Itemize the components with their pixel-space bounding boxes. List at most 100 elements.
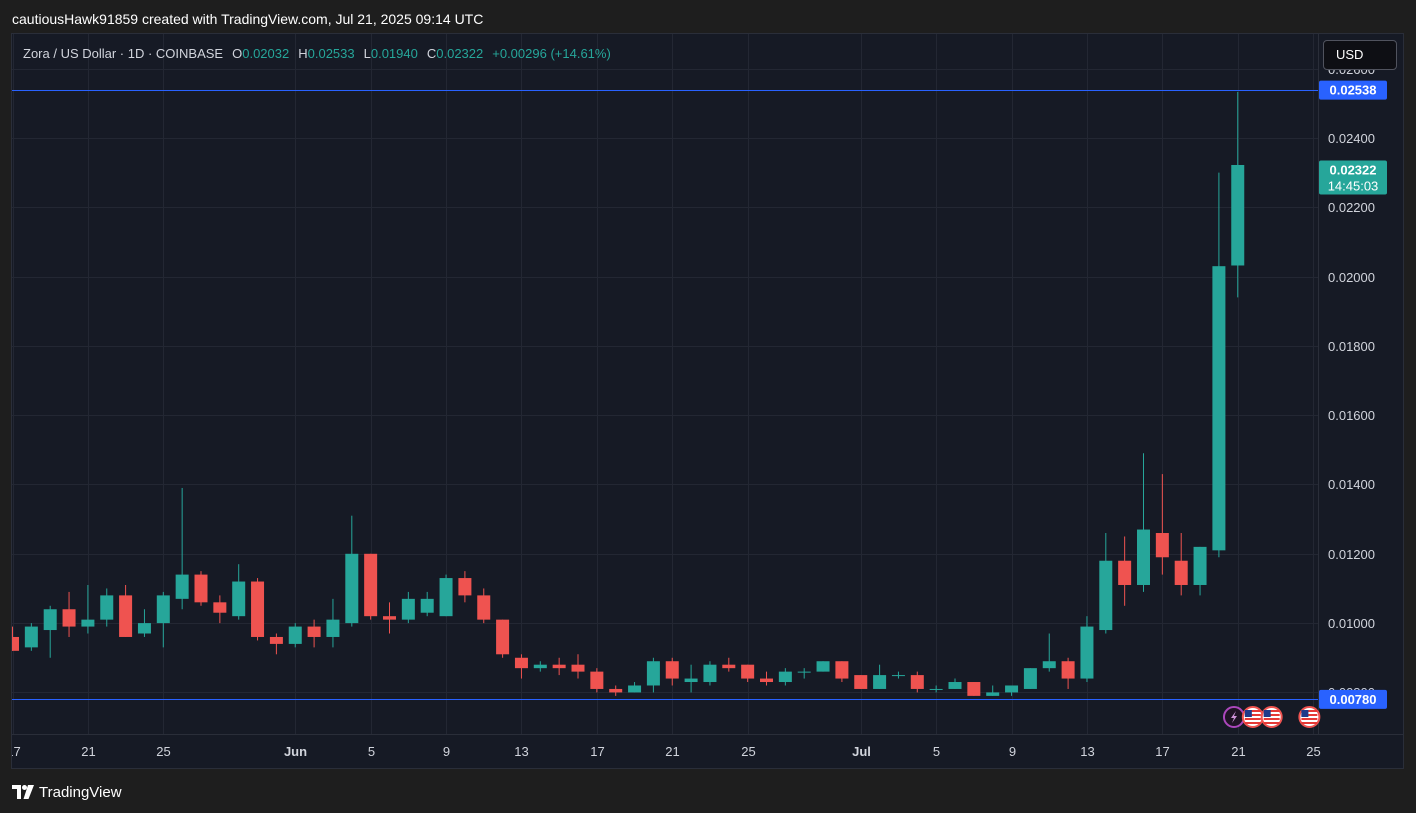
price-tick-label: 0.01800 bbox=[1328, 339, 1375, 354]
candlestick-chart[interactable]: 0.026000.024000.022000.020000.018000.016… bbox=[12, 34, 1403, 768]
candle-body bbox=[891, 675, 905, 677]
candle-body bbox=[835, 661, 849, 679]
candle-body bbox=[439, 578, 453, 617]
candle bbox=[62, 591, 76, 637]
candle-body bbox=[24, 626, 38, 648]
candle bbox=[873, 664, 887, 689]
candle-body bbox=[307, 626, 321, 637]
candle bbox=[1212, 172, 1226, 558]
currency-button[interactable]: USD bbox=[1323, 40, 1397, 70]
candle-body bbox=[496, 619, 510, 655]
flag-canton bbox=[1244, 710, 1252, 717]
candle bbox=[156, 591, 170, 648]
time-tick-label: 17 bbox=[1155, 744, 1169, 759]
us-flag-event-icon[interactable] bbox=[1260, 706, 1283, 728]
candle bbox=[1005, 685, 1019, 696]
us-flag-event-icon[interactable] bbox=[1298, 706, 1321, 728]
tradingview-logo[interactable]: TradingView bbox=[12, 783, 122, 801]
candle-body bbox=[1174, 560, 1188, 585]
candle bbox=[514, 654, 528, 679]
axes: 0.026000.024000.022000.020000.018000.016… bbox=[12, 34, 1403, 759]
candle bbox=[288, 623, 302, 648]
flag-stripe bbox=[1244, 710, 1261, 712]
open-key: O bbox=[232, 46, 243, 61]
candle bbox=[12, 626, 19, 651]
candle bbox=[760, 671, 773, 686]
candle bbox=[628, 682, 642, 693]
candle-body bbox=[628, 685, 642, 693]
candle-body bbox=[383, 616, 396, 620]
candle bbox=[420, 591, 434, 617]
time-tick-label: 9 bbox=[443, 744, 450, 759]
candle-body bbox=[929, 688, 943, 690]
candle-body bbox=[1155, 533, 1169, 558]
candle-body bbox=[854, 675, 868, 689]
time-tick-label: 17 bbox=[12, 744, 21, 759]
event-markers[interactable] bbox=[1222, 706, 1321, 728]
candle-body bbox=[609, 688, 623, 693]
time-tick-label: Jul bbox=[852, 744, 871, 759]
candle bbox=[137, 609, 151, 637]
flag-stripe bbox=[1301, 714, 1318, 716]
candle bbox=[590, 668, 604, 693]
ohlc-legend: Zora / US Dollar · 1D · COINBASE O0.02032… bbox=[23, 46, 611, 61]
candles bbox=[12, 91, 1245, 696]
time-tick-label: 21 bbox=[81, 744, 95, 759]
time-tick-label: 25 bbox=[1306, 744, 1320, 759]
candle-body bbox=[816, 661, 830, 672]
candle-body bbox=[345, 553, 359, 624]
flag-canton bbox=[1301, 710, 1309, 717]
candle-body bbox=[81, 619, 95, 627]
candle-body bbox=[1061, 661, 1075, 679]
candle bbox=[1155, 474, 1169, 575]
us-flag-event-icon[interactable] bbox=[1241, 706, 1264, 728]
candle-body bbox=[760, 678, 773, 683]
high-key: H bbox=[298, 46, 308, 61]
candle-body bbox=[175, 574, 189, 599]
last-price-tag-text: 0.02322 bbox=[1330, 162, 1377, 177]
candle-body bbox=[364, 553, 378, 617]
candle-body bbox=[62, 609, 76, 627]
candle-body bbox=[1118, 560, 1132, 585]
flag-stripe bbox=[1263, 710, 1280, 712]
candle bbox=[816, 661, 830, 672]
candle-body bbox=[948, 682, 962, 689]
candle bbox=[684, 664, 698, 693]
candle-body bbox=[326, 619, 340, 637]
flag-canton bbox=[1263, 710, 1271, 717]
price-tick-label: 0.01400 bbox=[1328, 477, 1375, 492]
candle bbox=[439, 574, 453, 617]
candle bbox=[533, 661, 547, 672]
time-tick-label: 13 bbox=[514, 744, 528, 759]
lightning-event-icon[interactable] bbox=[1222, 706, 1245, 728]
candle bbox=[929, 685, 943, 693]
candle-body bbox=[590, 671, 604, 689]
candle-body bbox=[646, 661, 660, 686]
candle-body bbox=[571, 664, 585, 672]
candle bbox=[854, 675, 868, 689]
candle-body bbox=[100, 595, 114, 620]
candle-body bbox=[967, 682, 981, 696]
open-value: 0.02032 bbox=[242, 46, 290, 61]
candle-body bbox=[986, 692, 1000, 696]
candle-body bbox=[552, 664, 566, 669]
candle bbox=[477, 588, 491, 624]
time-tick-label: 5 bbox=[933, 744, 940, 759]
flag-stripe bbox=[1301, 710, 1318, 712]
candle bbox=[1174, 533, 1188, 596]
candle-body bbox=[1231, 164, 1245, 266]
candle bbox=[835, 661, 849, 683]
time-tick-label: 5 bbox=[368, 744, 375, 759]
candle-body bbox=[213, 602, 227, 613]
candle bbox=[646, 657, 660, 693]
price-tick-label: 0.02400 bbox=[1328, 131, 1375, 146]
candle bbox=[364, 553, 378, 620]
candle bbox=[458, 571, 472, 603]
candle-body bbox=[458, 578, 472, 596]
candle bbox=[741, 664, 755, 683]
flag-stripe bbox=[1301, 722, 1318, 724]
candle bbox=[967, 682, 981, 696]
candle-body bbox=[1042, 661, 1056, 669]
candle-body bbox=[873, 675, 887, 689]
